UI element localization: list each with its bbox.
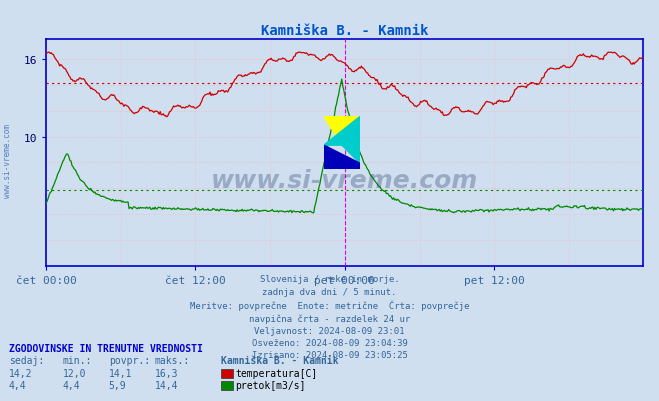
Text: temperatura[C]: temperatura[C] bbox=[235, 368, 318, 378]
Text: 12,0: 12,0 bbox=[63, 368, 86, 378]
Text: povpr.:: povpr.: bbox=[109, 355, 150, 365]
Text: Slovenija / reke in morje.
zadnja dva dni / 5 minut.
Meritve: povprečne  Enote: : Slovenija / reke in morje. zadnja dva dn… bbox=[190, 275, 469, 359]
Text: ZGODOVINSKE IN TRENUTNE VREDNOSTI: ZGODOVINSKE IN TRENUTNE VREDNOSTI bbox=[9, 343, 202, 353]
Text: min.:: min.: bbox=[63, 355, 92, 365]
Text: 5,9: 5,9 bbox=[109, 380, 127, 390]
Text: 4,4: 4,4 bbox=[9, 380, 26, 390]
Title: Kamniška B. - Kamnik: Kamniška B. - Kamnik bbox=[260, 24, 428, 38]
Text: pretok[m3/s]: pretok[m3/s] bbox=[235, 380, 306, 390]
Text: maks.:: maks.: bbox=[155, 355, 190, 365]
Polygon shape bbox=[324, 146, 360, 169]
Text: sedaj:: sedaj: bbox=[9, 355, 43, 365]
Text: 14,4: 14,4 bbox=[155, 380, 179, 390]
Polygon shape bbox=[324, 117, 360, 146]
Text: www.si-vreme.com: www.si-vreme.com bbox=[211, 168, 478, 192]
Text: 14,2: 14,2 bbox=[9, 368, 32, 378]
Text: www.si-vreme.com: www.si-vreme.com bbox=[3, 124, 13, 197]
Text: 14,1: 14,1 bbox=[109, 368, 132, 378]
Polygon shape bbox=[324, 117, 360, 164]
Text: 16,3: 16,3 bbox=[155, 368, 179, 378]
Text: 4,4: 4,4 bbox=[63, 380, 80, 390]
Text: Kamniška B. - Kamnik: Kamniška B. - Kamnik bbox=[221, 355, 338, 365]
